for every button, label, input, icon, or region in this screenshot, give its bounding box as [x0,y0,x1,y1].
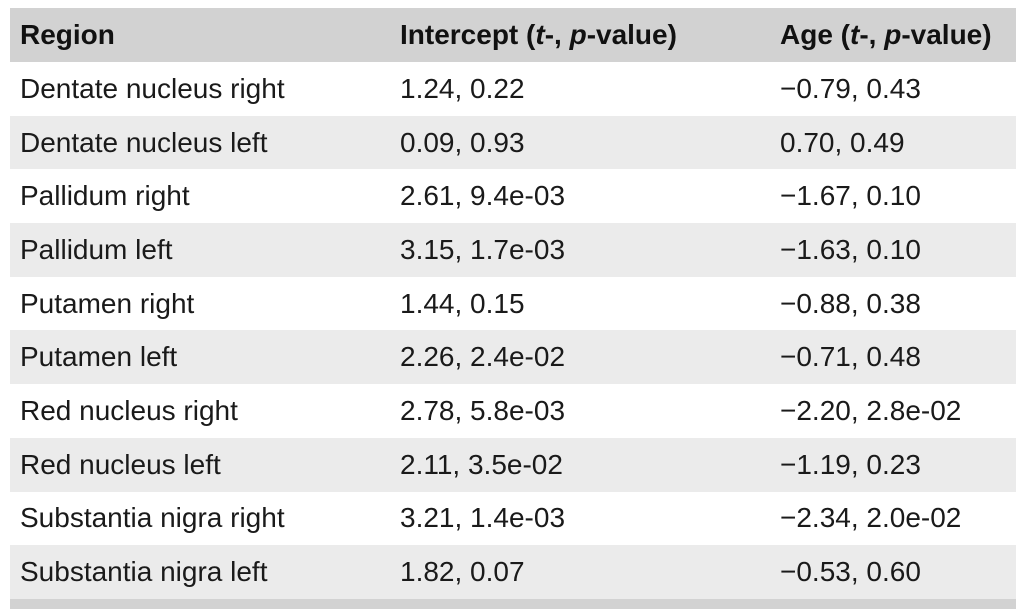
cell-age: −0.79, 0.43 [780,72,921,104]
column-header-region-label: Region [20,19,115,50]
cell-age: −1.67, 0.10 [780,180,921,212]
table-row: Red nucleus right 2.78, 5.8e-03 −2.20, 2… [10,384,1016,438]
column-header-region: Region [10,8,390,62]
table-row: Substantia nigra right 3.21, 1.4e-03 −2.… [10,491,1016,546]
table-body: Dentate nucleus right 1.24, 0.22 −0.79, … [10,62,1016,599]
cell-intercept: 2.78, 5.8e-03 [400,394,566,426]
header-text: -, [859,19,885,50]
table-header: Region Intercept (t-, p-value) Age (t-, … [10,8,1016,62]
table-row: Dentate nucleus right 1.24, 0.22 −0.79, … [10,62,1016,116]
cell-age: 0.70, 0.49 [780,126,905,158]
cell-age: −0.71, 0.48 [780,341,921,373]
table-row: Pallidum left 3.15, 1.7e-03 −1.63, 0.10 [10,223,1016,277]
cell-intercept: 2.61, 9.4e-03 [400,180,566,212]
cell-age: −1.19, 0.23 [780,448,921,480]
cell-region: Red nucleus left [20,448,221,480]
italic-p: p [569,19,587,50]
italic-t: t [850,19,860,50]
cell-intercept: 1.82, 0.07 [400,556,525,588]
cell-intercept: 1.24, 0.22 [400,72,525,104]
cell-intercept: 1.44, 0.15 [400,287,525,319]
cell-intercept: 3.21, 1.4e-03 [400,502,566,534]
column-header-intercept: Intercept (t-, p-value) [390,8,770,62]
header-row: Region Intercept (t-, p-value) Age (t-, … [10,8,1016,62]
italic-t: t [535,19,545,50]
table-row: Putamen right 1.44, 0.15 −0.88, 0.38 [10,276,1016,331]
cell-region: Substantia nigra right [20,502,285,534]
table-bottom-edge [10,599,1016,609]
cell-region: Pallidum left [20,233,173,265]
header-text: -value) [901,19,992,50]
cell-region: Substantia nigra left [20,556,268,588]
cell-age: −2.20, 2.8e-02 [780,394,962,426]
header-text: Age ( [780,19,850,50]
header-text: -value) [586,19,677,50]
cell-region: Dentate nucleus left [20,126,268,158]
cell-intercept: 2.26, 2.4e-02 [400,341,566,373]
column-header-age: Age (t-, p-value) [770,8,1016,62]
table-row: Dentate nucleus left 0.09, 0.93 0.70, 0.… [10,115,1016,170]
table-row: Red nucleus left 2.11, 3.5e-02 −1.19, 0.… [10,437,1016,492]
italic-p: p [884,19,902,50]
header-text: -, [544,19,570,50]
cell-region: Putamen left [20,341,178,373]
regression-results-table: Region Intercept (t-, p-value) Age (t-, … [10,8,1016,599]
table-row: Putamen left 2.26, 2.4e-02 −0.71, 0.48 [10,330,1016,385]
cell-age: −0.53, 0.60 [780,556,921,588]
cell-intercept: 2.11, 3.5e-02 [400,448,563,480]
header-text: Intercept ( [400,19,536,50]
cell-intercept: 0.09, 0.93 [400,126,525,158]
cell-age: −0.88, 0.38 [780,287,921,319]
cell-age: −2.34, 2.0e-02 [780,502,962,534]
cell-region: Pallidum right [20,180,190,212]
cell-region: Dentate nucleus right [20,72,285,104]
cell-age: −1.63, 0.10 [780,233,921,265]
table-row: Substantia nigra left 1.82, 0.07 −0.53, … [10,545,1016,599]
cell-intercept: 3.15, 1.7e-03 [400,233,566,265]
table-row: Pallidum right 2.61, 9.4e-03 −1.67, 0.10 [10,169,1016,224]
cell-region: Putamen right [20,287,195,319]
cell-region: Red nucleus right [20,394,238,426]
